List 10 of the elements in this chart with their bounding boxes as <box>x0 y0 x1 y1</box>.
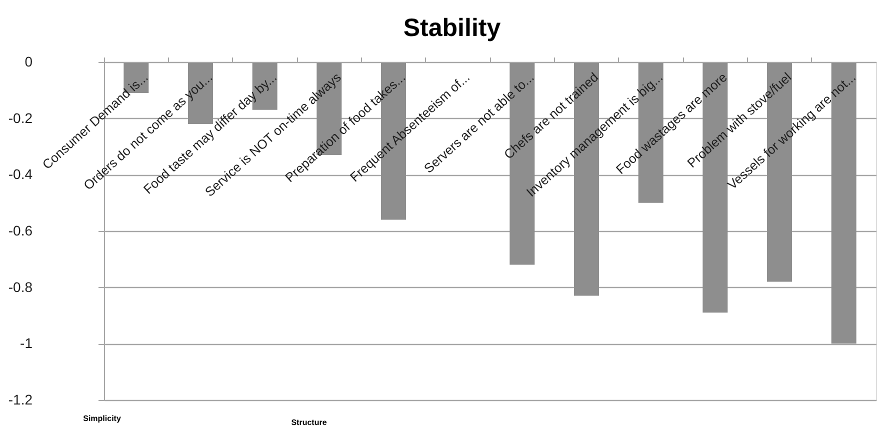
text: Simplicity <box>83 414 122 423</box>
y-tick-label: -0.8 <box>8 278 33 295</box>
y-tick-label: -1 <box>20 335 33 352</box>
chart-title: Stability <box>403 14 501 42</box>
text: Structure <box>291 418 328 427</box>
y-tick-label: -0.4 <box>8 166 33 182</box>
y-tick-label: -0.2 <box>8 110 33 126</box>
y-tick-label: -0.6 <box>8 222 33 238</box>
y-tick-label: 0 <box>24 54 33 70</box>
y-tick-label: -1.2 <box>8 392 33 408</box>
